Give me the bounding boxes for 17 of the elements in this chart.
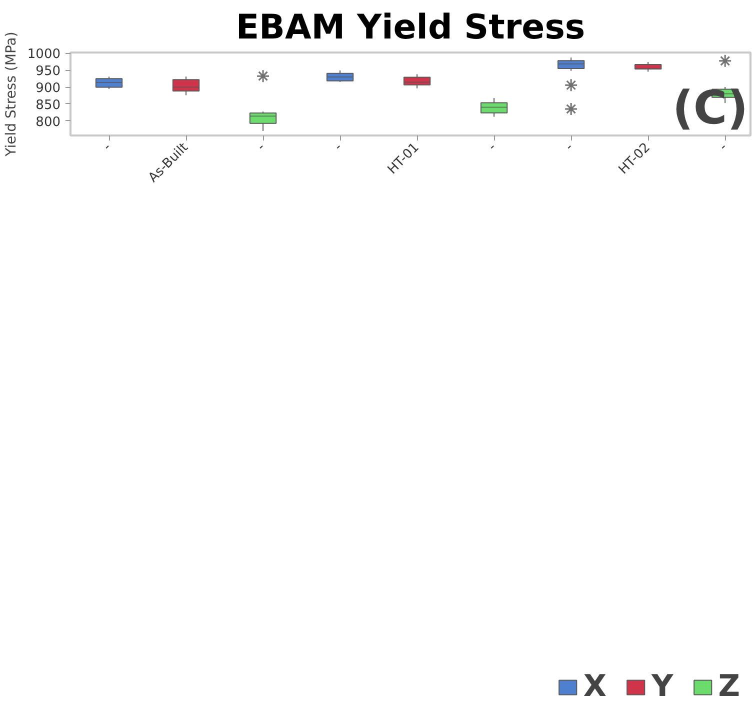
x-tick-label: -	[331, 140, 346, 154]
legend-label: Y	[652, 669, 674, 704]
annotation: (C)	[672, 80, 748, 134]
y-tick-label: 1000	[27, 47, 61, 62]
x-tick-label: -	[485, 140, 500, 154]
chart-title: EBAM Yield Stress	[236, 8, 586, 48]
legend-label: Z	[718, 669, 740, 704]
x-tick-label: -	[562, 140, 577, 154]
y-axis-title: Yield Stress (MPa)	[3, 32, 20, 158]
y-tick-label: 850	[36, 98, 61, 113]
legend-label: X	[583, 669, 606, 704]
y-tick-label: 950	[36, 64, 61, 80]
y-tick-label: 900	[36, 81, 61, 96]
x-tick-label: -	[716, 140, 731, 154]
x-tick-label: -	[254, 140, 269, 154]
x-tick-label: -	[100, 140, 115, 154]
y-tick-label: 800	[36, 114, 61, 130]
